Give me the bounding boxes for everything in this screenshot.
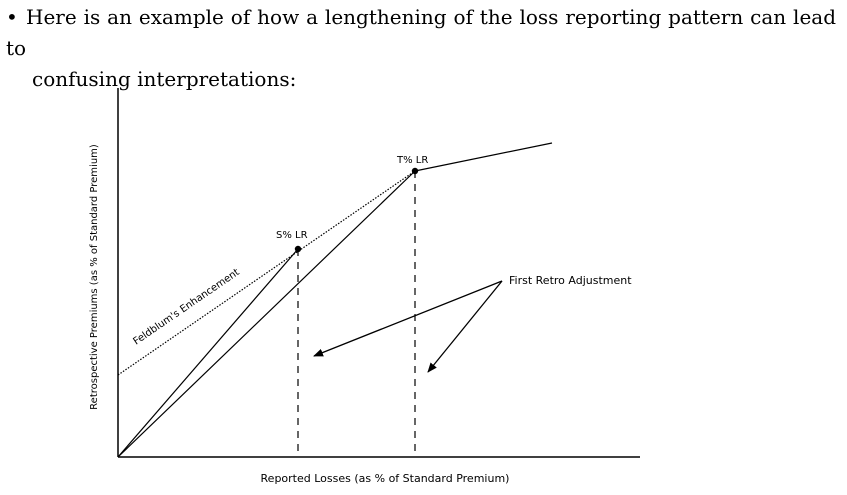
s-point-label: S% LR xyxy=(276,230,308,241)
t-point-label: T% LR xyxy=(396,155,428,166)
retro-line-s xyxy=(117,248,299,458)
feldblum-label: Feldblum's Enhancement xyxy=(131,267,241,348)
retro-arrow-left xyxy=(313,280,503,357)
retro-arrow-down xyxy=(427,280,503,373)
bullet-symbol: • xyxy=(6,5,18,29)
feldblum-enhancement-line xyxy=(117,170,416,376)
s-point xyxy=(294,245,302,253)
retro-line-t xyxy=(117,170,416,458)
paragraph-line-1: Here is an example of how a lengthening … xyxy=(6,5,836,60)
first-retro-label: First Retro Adjustment xyxy=(509,274,632,287)
bullet-paragraph: • Here is an example of how a lengthening… xyxy=(6,2,836,95)
max-premium-line xyxy=(414,142,553,172)
t-point xyxy=(411,167,419,175)
x-axis-label: Reported Losses (as % of Standard Premiu… xyxy=(261,472,510,485)
paragraph-line-2: confusing interpretations: xyxy=(32,67,297,91)
y-axis-label: Retrospective Premiums (as % of Standard… xyxy=(89,144,100,410)
